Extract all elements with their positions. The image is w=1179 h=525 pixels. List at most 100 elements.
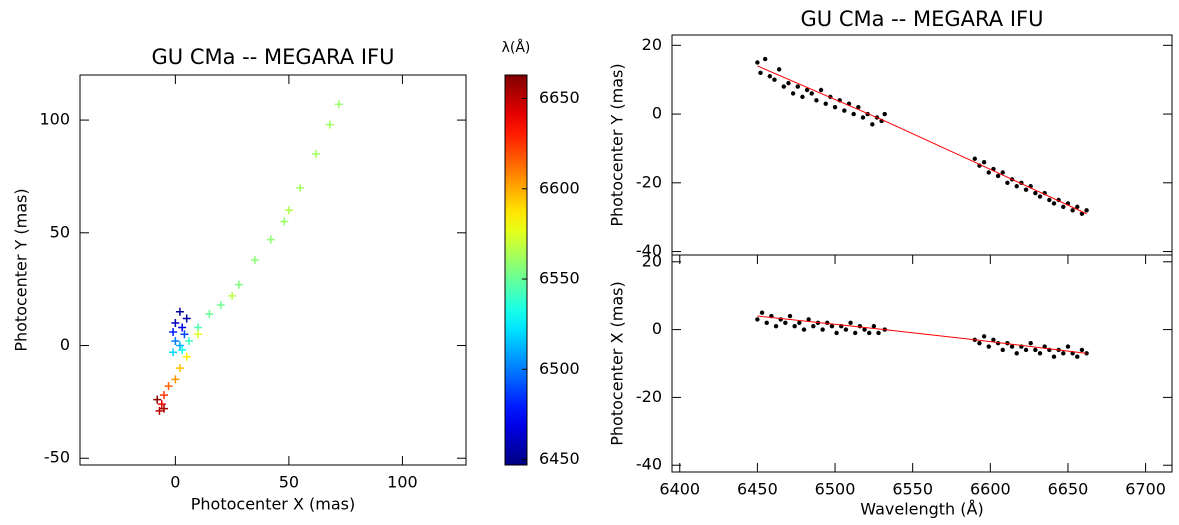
colorbar-tick-label: 6500 — [539, 359, 580, 378]
data-point — [171, 375, 180, 384]
data-point — [811, 324, 816, 329]
data-point — [818, 87, 824, 93]
data-point — [860, 115, 866, 120]
data-point — [755, 317, 760, 322]
data-point — [806, 317, 811, 322]
data-point — [175, 364, 184, 373]
data-point — [857, 324, 863, 329]
colorbar-tick-label: 6600 — [539, 178, 580, 197]
data-point — [194, 330, 203, 339]
data-point — [981, 334, 987, 339]
data-point — [981, 159, 987, 165]
data-point — [178, 346, 187, 355]
x-tick-label: 50 — [279, 473, 299, 492]
data-point — [882, 111, 887, 117]
data-point — [1070, 208, 1075, 213]
y-tick-label: 0 — [652, 104, 662, 123]
data-point — [848, 320, 853, 326]
data-point — [867, 330, 872, 336]
x-tick-label: 6700 — [1125, 480, 1166, 499]
data-point — [795, 84, 800, 89]
data-point — [1075, 204, 1080, 210]
data-point — [792, 324, 797, 329]
y-axis-label: Photocenter X (mas) — [608, 281, 627, 445]
data-point — [800, 94, 805, 100]
x-tick-label: 6650 — [1048, 480, 1089, 499]
data-point — [175, 341, 184, 350]
data-point — [804, 87, 810, 93]
data-point — [773, 324, 779, 329]
data-point — [194, 323, 203, 332]
data-point — [767, 74, 773, 79]
y-tick-label: 100 — [39, 110, 70, 129]
y-tick-label: -40 — [636, 241, 662, 260]
data-point — [228, 291, 237, 300]
data-point — [986, 170, 991, 175]
data-point — [829, 324, 835, 329]
data-point — [862, 327, 867, 332]
data-point — [977, 340, 982, 346]
data-point — [1014, 184, 1019, 189]
x-tick-label: 6450 — [737, 480, 778, 499]
data-point — [1047, 197, 1052, 203]
data-point — [783, 320, 788, 326]
data-point — [832, 104, 838, 110]
data-point — [1061, 204, 1066, 210]
data-point — [184, 337, 193, 346]
data-point — [787, 313, 793, 319]
data-point — [834, 330, 839, 336]
x-tick-label: 6400 — [659, 480, 700, 499]
y-tick-label: 50 — [50, 222, 70, 241]
y-tick-label: -40 — [636, 455, 662, 474]
data-point — [755, 60, 760, 65]
y-tick-label: -50 — [44, 448, 70, 467]
x-axis-label: Wavelength (Å) — [860, 500, 983, 519]
data-point — [776, 67, 782, 72]
y-tick-label: 20 — [642, 35, 662, 54]
data-point — [296, 183, 305, 192]
data-point — [153, 395, 162, 404]
data-point — [801, 327, 807, 332]
plot-frame — [671, 34, 1173, 256]
data-point — [182, 314, 191, 323]
data-point — [1084, 351, 1089, 356]
x-tick-label: 6550 — [892, 480, 933, 499]
data-point — [853, 330, 858, 336]
data-point — [325, 120, 334, 129]
data-point — [250, 255, 259, 264]
data-point — [995, 173, 1001, 179]
data-point — [1051, 354, 1057, 359]
data-point — [781, 84, 787, 89]
data-point — [164, 382, 173, 391]
data-point — [312, 149, 321, 158]
data-point — [814, 98, 819, 103]
data-point — [280, 217, 289, 226]
plot-frame — [671, 254, 1173, 473]
data-point — [1033, 190, 1038, 196]
colorbar-tick-label: 6550 — [539, 269, 580, 288]
data-point — [266, 235, 275, 244]
data-point — [155, 406, 164, 415]
data-point — [1079, 347, 1085, 353]
x-tick-label: 0 — [170, 473, 180, 492]
data-point — [856, 104, 861, 110]
data-point — [171, 337, 180, 346]
data-point — [178, 323, 187, 332]
data-point — [157, 400, 166, 409]
data-point — [169, 348, 178, 357]
data-point — [1065, 344, 1071, 349]
data-point — [1005, 180, 1010, 186]
data-point — [870, 122, 875, 127]
y-tick-label: 0 — [60, 335, 70, 354]
data-point — [1033, 347, 1038, 353]
data-point — [169, 327, 178, 336]
data-point — [1000, 170, 1005, 175]
y-tick-label: -20 — [636, 172, 662, 191]
data-point — [334, 100, 343, 109]
x-tick-label: 6500 — [815, 480, 856, 499]
data-point — [842, 108, 847, 113]
data-point — [1051, 201, 1057, 206]
data-point — [1028, 340, 1033, 346]
x-tick-label: 6600 — [970, 480, 1011, 499]
